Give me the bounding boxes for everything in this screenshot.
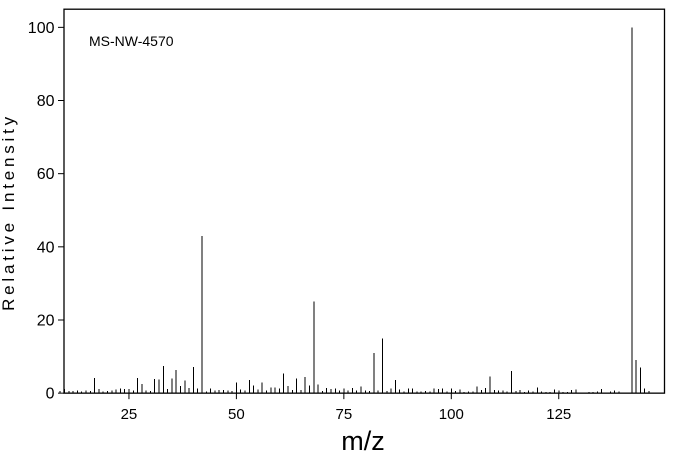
svg-text:75: 75 bbox=[336, 406, 353, 423]
svg-text:MS-NW-4570: MS-NW-4570 bbox=[89, 33, 174, 49]
svg-text:25: 25 bbox=[121, 406, 138, 423]
svg-text:Relative Intensity: Relative Intensity bbox=[0, 113, 18, 311]
svg-text:80: 80 bbox=[37, 93, 55, 110]
svg-text:m/z: m/z bbox=[341, 426, 385, 455]
svg-text:20: 20 bbox=[37, 312, 55, 329]
svg-text:50: 50 bbox=[228, 406, 245, 423]
svg-text:40: 40 bbox=[37, 239, 55, 256]
svg-text:100: 100 bbox=[28, 20, 55, 37]
svg-text:100: 100 bbox=[439, 406, 464, 423]
svg-text:0: 0 bbox=[46, 386, 55, 403]
svg-text:60: 60 bbox=[37, 166, 55, 183]
svg-text:125: 125 bbox=[546, 406, 571, 423]
